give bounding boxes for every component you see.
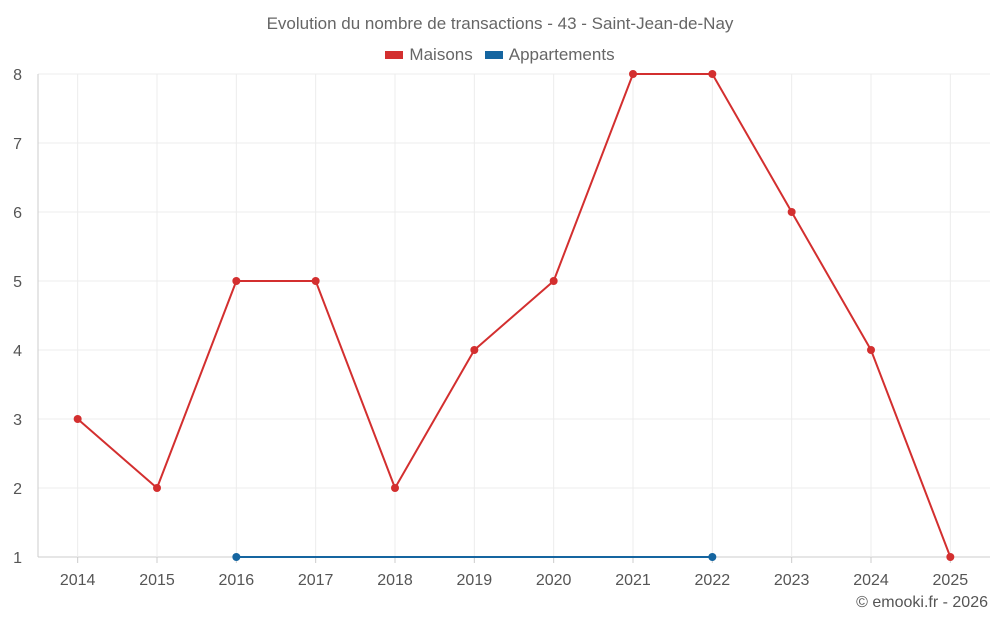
x-tick-label: 2021 <box>615 572 651 589</box>
x-tick-label: 2015 <box>139 572 175 589</box>
legend-item-maisons[interactable]: Maisons <box>385 45 473 65</box>
data-point-maisons-2017 <box>311 277 320 285</box>
data-point-maisons-2018 <box>391 484 399 492</box>
data-point-maisons-2025 <box>946 553 955 561</box>
x-tick-label: 2017 <box>298 572 334 589</box>
legend-item-appartements[interactable]: Appartements <box>484 45 615 65</box>
legend-label-appartements: Appartements <box>508 45 615 64</box>
legend-swatch-appartements <box>484 51 503 59</box>
data-point-maisons-2022 <box>708 70 717 78</box>
x-tick-label: 2019 <box>457 572 493 589</box>
data-point-maisons-2021 <box>629 70 637 78</box>
series-line-maisons <box>77 73 952 558</box>
y-tick-label: 1 <box>13 550 22 567</box>
legend-label-maisons: Maisons <box>409 45 473 64</box>
legend: Maisons Appartements <box>0 45 1000 65</box>
data-point-appartements-2022 <box>708 553 717 561</box>
x-tick-label: 2020 <box>536 572 572 589</box>
data-point-appartements-2016 <box>232 553 241 561</box>
x-tick-label: 2024 <box>853 572 889 589</box>
y-tick-label: 6 <box>13 205 22 222</box>
y-tick-label: 8 <box>13 67 22 84</box>
credit-text: © emooki.fr - 2026 <box>856 594 988 611</box>
data-point-maisons-2023 <box>787 208 796 216</box>
data-point-maisons-2019 <box>470 346 479 354</box>
data-point-maisons-2016 <box>232 277 241 285</box>
data-point-maisons-2014 <box>73 415 82 423</box>
x-tick-label: 2016 <box>219 572 255 589</box>
data-point-maisons-2020 <box>549 277 558 285</box>
x-tick-label: 2023 <box>774 572 810 589</box>
x-tick-label: 2018 <box>377 572 413 589</box>
legend-swatch-maisons <box>385 51 404 59</box>
y-tick-label: 4 <box>13 343 22 360</box>
y-tick-label: 2 <box>13 481 22 498</box>
y-tick-label: 3 <box>13 412 22 429</box>
data-point-maisons-2015 <box>153 484 161 492</box>
data-point-maisons-2024 <box>867 346 875 354</box>
x-tick-label: 2014 <box>60 572 96 589</box>
x-tick-label: 2022 <box>695 572 731 589</box>
y-tick-label: 7 <box>13 136 22 153</box>
y-tick-label: 5 <box>13 274 22 291</box>
chart-title: Evolution du nombre de transactions - 43… <box>266 14 734 33</box>
x-tick-label: 2025 <box>933 572 969 589</box>
